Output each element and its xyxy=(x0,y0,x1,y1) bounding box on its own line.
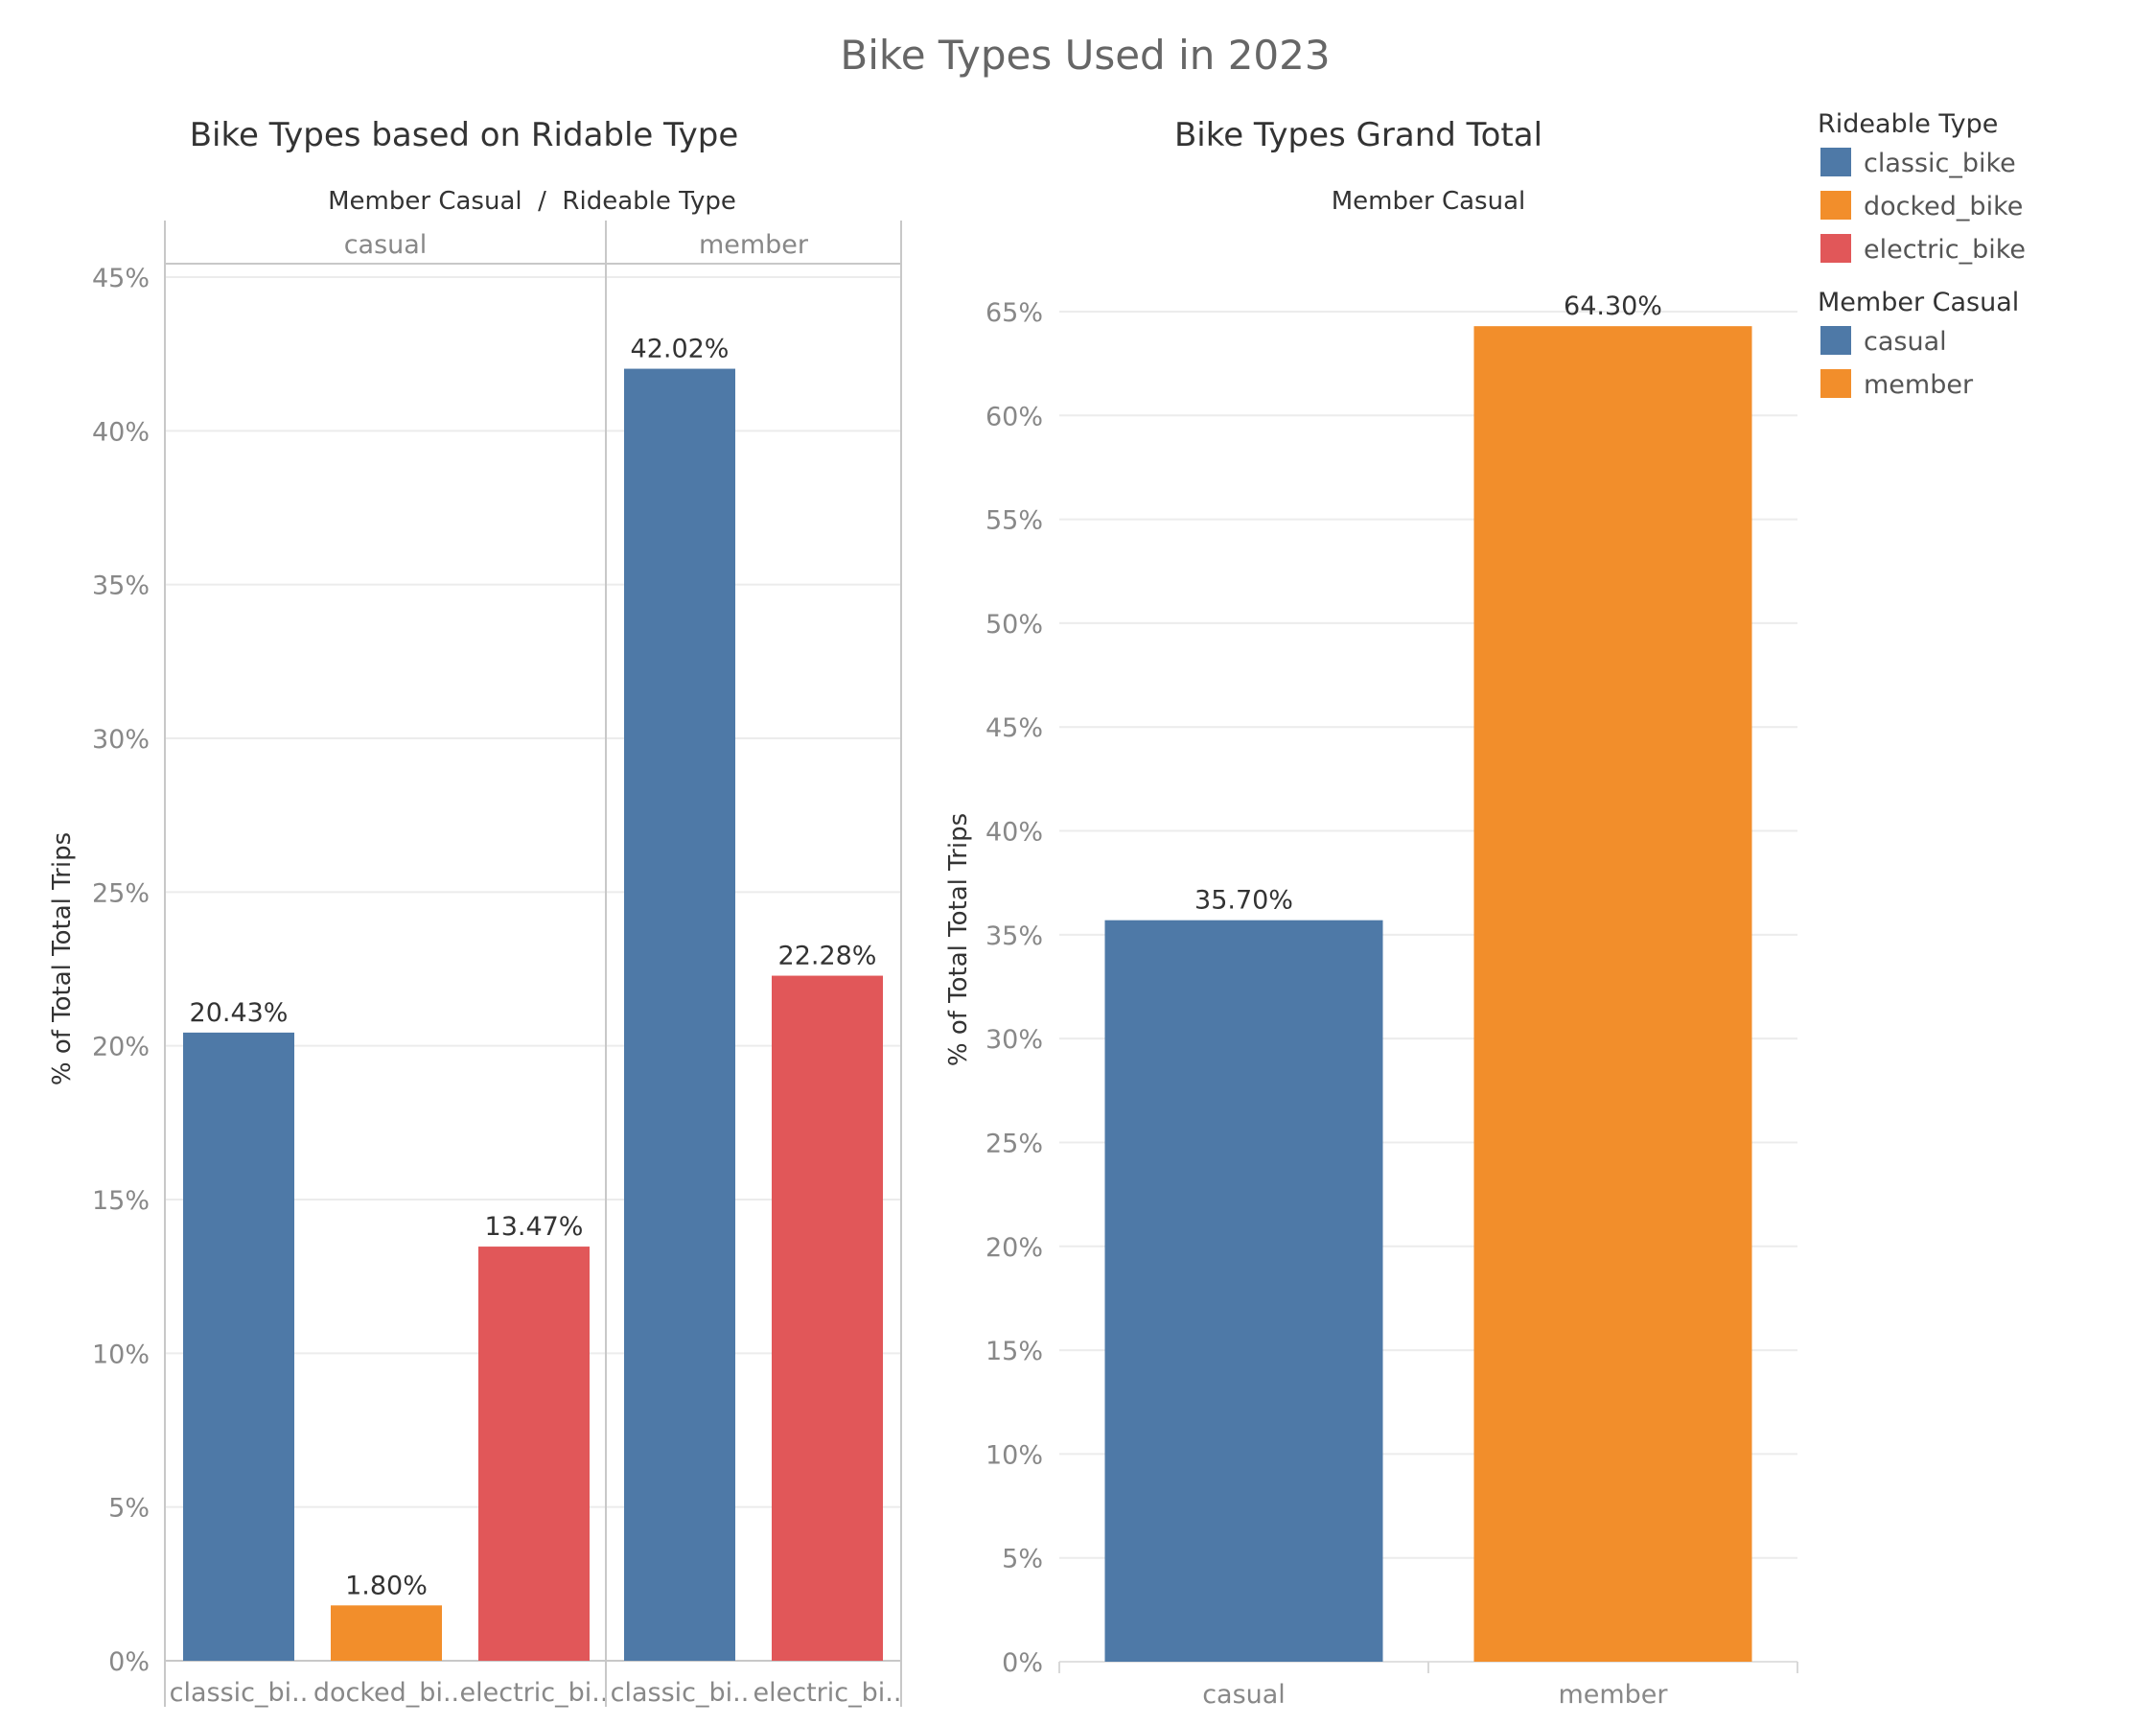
right-y-tick-label: 5% xyxy=(1002,1545,1043,1574)
left-y-tick-label: 0% xyxy=(108,1647,150,1677)
left-y-tick-label: 20% xyxy=(92,1033,150,1062)
right-y-tick-label: 15% xyxy=(985,1337,1043,1366)
bar-value-label: 22.28% xyxy=(778,942,877,971)
bar-total-casual xyxy=(1104,920,1383,1662)
legend-swatch-member xyxy=(1820,369,1851,398)
right-y-tick-label: 40% xyxy=(985,818,1043,848)
right-y-tick-label: 20% xyxy=(985,1233,1043,1263)
right-y-tick-label: 55% xyxy=(985,506,1043,536)
x-tick-label: member xyxy=(1558,1680,1668,1710)
legend-label: member xyxy=(1864,370,1974,400)
bar-casual-classic_bike xyxy=(183,1032,294,1661)
right-bar-chart: 0% 5% 10% 15% 20% 25% 30% 35% 40% 45% 50% 55% 60% 65%… xyxy=(985,291,1798,1710)
x-tick-label: electric_bi.. xyxy=(460,1678,609,1708)
right-y-tick-label: 35% xyxy=(985,921,1043,951)
right-y-tick-label: 65% xyxy=(985,298,1043,328)
left-y-tick-label: 30% xyxy=(92,725,150,755)
x-tick-label: classic_bi.. xyxy=(170,1678,309,1708)
left-y-axis-label: % of Total Total Trips xyxy=(48,832,77,1085)
pane-header-casual: casual xyxy=(344,230,428,260)
dashboard-title: Bike Types Used in 2023 xyxy=(840,32,1330,79)
right-y-tick-label: 10% xyxy=(985,1440,1043,1470)
x-tick-label: docked_bi.. xyxy=(313,1678,459,1708)
legend-swatch-docked_bike xyxy=(1820,191,1851,220)
right-y-tick-label: 0% xyxy=(1002,1648,1043,1678)
left-chart-header: Member Casual / Rideable Type xyxy=(328,187,736,216)
bar-value-label: 64.30% xyxy=(1564,291,1662,321)
x-tick-label: casual xyxy=(1202,1680,1286,1710)
x-tick-label: classic_bi.. xyxy=(611,1678,750,1708)
bar-value-label: 35.70% xyxy=(1194,886,1293,916)
legend-title: Rideable Type xyxy=(1818,109,1998,139)
left-y-tick-label: 10% xyxy=(92,1340,150,1369)
bar-value-label: 1.80% xyxy=(345,1571,428,1600)
right-y-tick-label: 25% xyxy=(985,1129,1043,1158)
legend-swatch-electric_bike xyxy=(1820,234,1851,263)
x-tick-label: electric_bi.. xyxy=(753,1678,902,1708)
right-y-tick-label: 60% xyxy=(985,402,1043,431)
left-y-tick-label: 35% xyxy=(92,571,150,601)
legend-title: Member Casual xyxy=(1818,288,2019,317)
left-y-tick-label: 40% xyxy=(92,417,150,447)
right-y-axis-label: % of Total Total Trips xyxy=(944,813,973,1066)
bar-total-member xyxy=(1473,326,1752,1662)
legend-label: classic_bike xyxy=(1864,149,2016,178)
left-y-tick-label: 25% xyxy=(92,878,150,908)
legend-swatch-classic_bike xyxy=(1820,148,1851,176)
bar-value-label: 13.47% xyxy=(485,1212,584,1242)
bar-casual-docked_bike xyxy=(331,1605,442,1661)
left-y-tick-label: 5% xyxy=(108,1494,150,1524)
left-chart-title: Bike Types based on Ridable Type xyxy=(190,116,739,154)
left-y-tick-label: 45% xyxy=(92,264,150,293)
bar-casual-electric_bike xyxy=(478,1247,590,1661)
right-y-tick-label: 45% xyxy=(985,713,1043,743)
bar-member-electric_bike xyxy=(772,975,883,1661)
right-y-tick-label: 30% xyxy=(985,1025,1043,1055)
bar-value-label: 20.43% xyxy=(190,998,289,1028)
left-y-tick-label: 15% xyxy=(92,1186,150,1216)
bar-member-classic_bike xyxy=(624,368,735,1662)
right-y-tick-label: 50% xyxy=(985,610,1043,640)
bar-value-label: 42.02% xyxy=(631,335,730,364)
left-bar-chart: 0% 5% 10% 15% 20% 25% 30% 35% 40% 45% casual 20.43%… xyxy=(92,221,902,1708)
legend-label: casual xyxy=(1864,327,1947,357)
pane-header-member: member xyxy=(699,230,809,260)
right-chart-title: Bike Types Grand Total xyxy=(1174,116,1542,154)
legend: Rideable Type classic_bike docked_bikeelec… xyxy=(1818,109,2026,400)
right-chart-header: Member Casual xyxy=(1332,187,1525,216)
legend-swatch-casual xyxy=(1820,326,1851,355)
legend-label: electric_bike xyxy=(1864,235,2026,265)
legend-label: docked_bike xyxy=(1864,192,2023,221)
